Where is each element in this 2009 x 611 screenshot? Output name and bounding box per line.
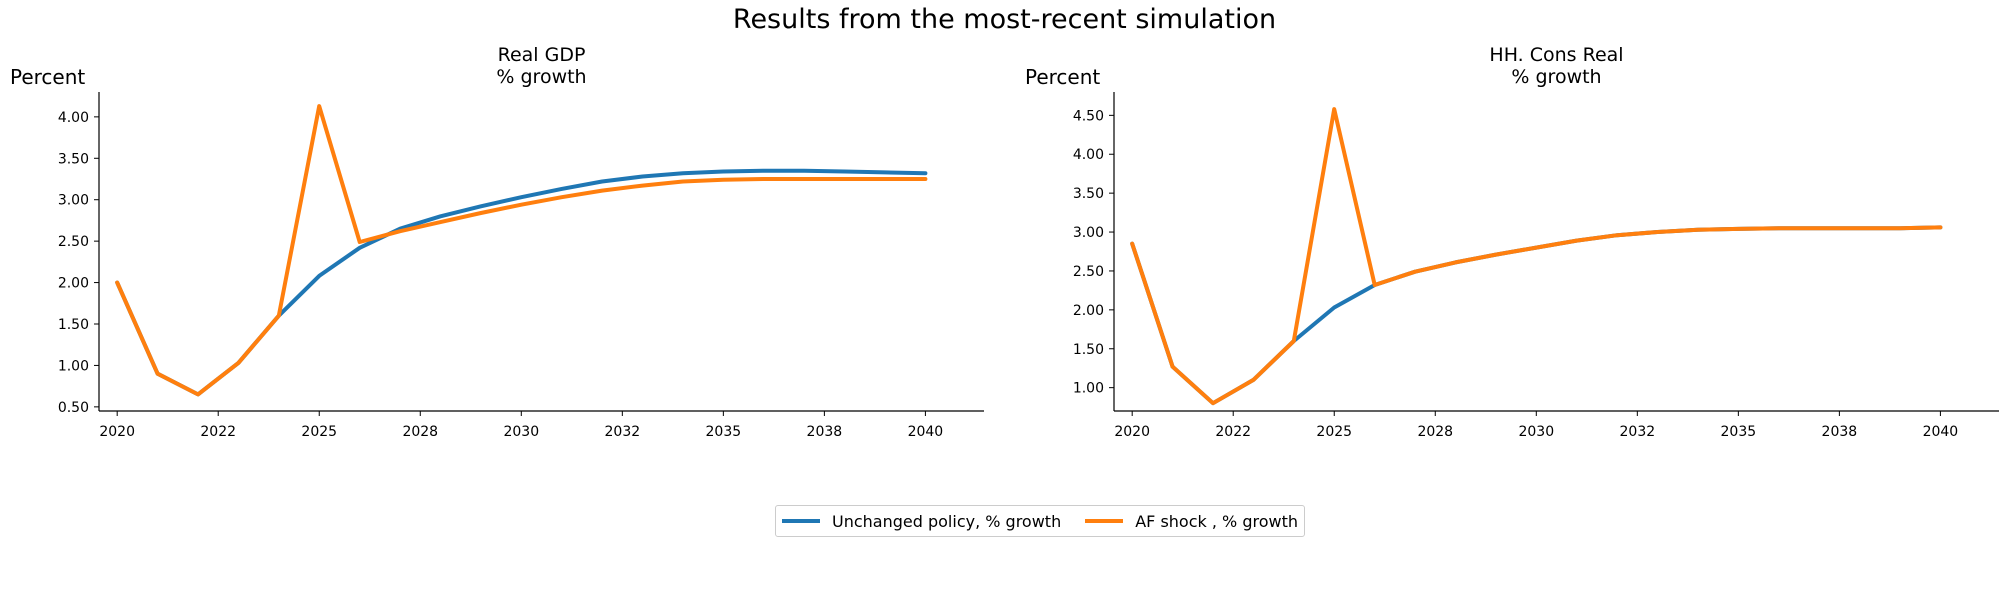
panel-1-title: % growth — [496, 66, 586, 88]
panel-2-y-tick-label: 4.50 — [1073, 108, 1104, 124]
panel-1-y-tick-label: 3.50 — [58, 151, 89, 167]
panel-2-y-tick-label: 2.00 — [1073, 303, 1104, 319]
panel-1-y-tick-label: 4.00 — [58, 110, 89, 126]
legend-swatch-unchanged — [782, 519, 820, 523]
panel-2-x-tick-label: 2030 — [1518, 424, 1554, 440]
panel-1-x-tick-label: 2035 — [706, 424, 742, 440]
figure-title: Results from the most-recent simulation — [732, 4, 1277, 35]
panel-2-y-tick-label: 3.50 — [1073, 186, 1104, 202]
legend: Unchanged policy, % growth AF shock , % … — [775, 505, 1305, 537]
panel-2-x-tick-label: 2020 — [1114, 424, 1150, 440]
panel-1-x-tick-label: 2032 — [605, 424, 641, 440]
panel-2-x-tick-label: 2025 — [1316, 424, 1352, 440]
panel-2-x-tick-label: 2038 — [1822, 424, 1858, 440]
legend-entry-af-shock: AF shock , % growth — [1085, 512, 1298, 531]
panel-2-y-tick-label: 1.50 — [1073, 342, 1104, 358]
panel-1-x-tick-label: 2030 — [503, 424, 539, 440]
panel-2-x-tick-label: 2040 — [1923, 424, 1959, 440]
panel-1-series-af-shock-line — [115, 104, 928, 397]
legend-label-af-shock: AF shock , % growth — [1135, 511, 1298, 531]
panel-1-y-tick-label: 3.00 — [58, 193, 89, 209]
panel-2-y-tick-label: 4.00 — [1073, 147, 1104, 163]
panel-2-y-tick-label: 1.00 — [1073, 381, 1104, 397]
panel-2-x-tick-label: 2022 — [1215, 424, 1251, 440]
panel-1-ylabel: Percent — [10, 65, 85, 89]
panel-2-title: % growth — [1511, 66, 1601, 88]
legend-label-unchanged: Unchanged policy, % growth — [832, 511, 1062, 531]
panel-2-series-unchanged-policy-line — [1130, 225, 1943, 406]
panel-1-x-tick-label: 2038 — [807, 424, 843, 440]
panel-1-x-tick-label: 2025 — [301, 424, 337, 440]
panel-2-y-tick-label: 3.00 — [1073, 225, 1104, 241]
panel-1-y-tick-label: 2.50 — [58, 234, 89, 250]
panel-1-x-tick-label: 2020 — [99, 424, 135, 440]
panel-2-y-tick-label: 2.50 — [1073, 264, 1104, 280]
panel-1-y-tick-label: 0.50 — [58, 400, 89, 416]
panel-2-x-tick-label: 2032 — [1620, 424, 1656, 440]
panel-1-y-tick-label: 1.50 — [58, 317, 89, 333]
panel-1-y-tick-label: 1.00 — [58, 358, 89, 374]
panel-2-ylabel: Percent — [1025, 65, 1100, 89]
panel-1-title: Real GDP — [498, 44, 586, 66]
panel-2-x-tick-label: 2035 — [1721, 424, 1757, 440]
panel-1-y-tick-label: 2.00 — [58, 276, 89, 292]
legend-entry-unchanged: Unchanged policy, % growth — [782, 512, 1061, 531]
panel-2-series-af-shock-line — [1130, 107, 1943, 406]
panel-1-x-tick-label: 2022 — [200, 424, 236, 440]
panel-1-x-tick-label: 2028 — [402, 424, 438, 440]
panel-2-title: HH. Cons Real — [1489, 44, 1623, 66]
legend-swatch-af-shock — [1085, 519, 1124, 523]
panel-2-x-tick-label: 2028 — [1417, 424, 1453, 440]
panel-1-x-tick-label: 2040 — [908, 424, 944, 440]
